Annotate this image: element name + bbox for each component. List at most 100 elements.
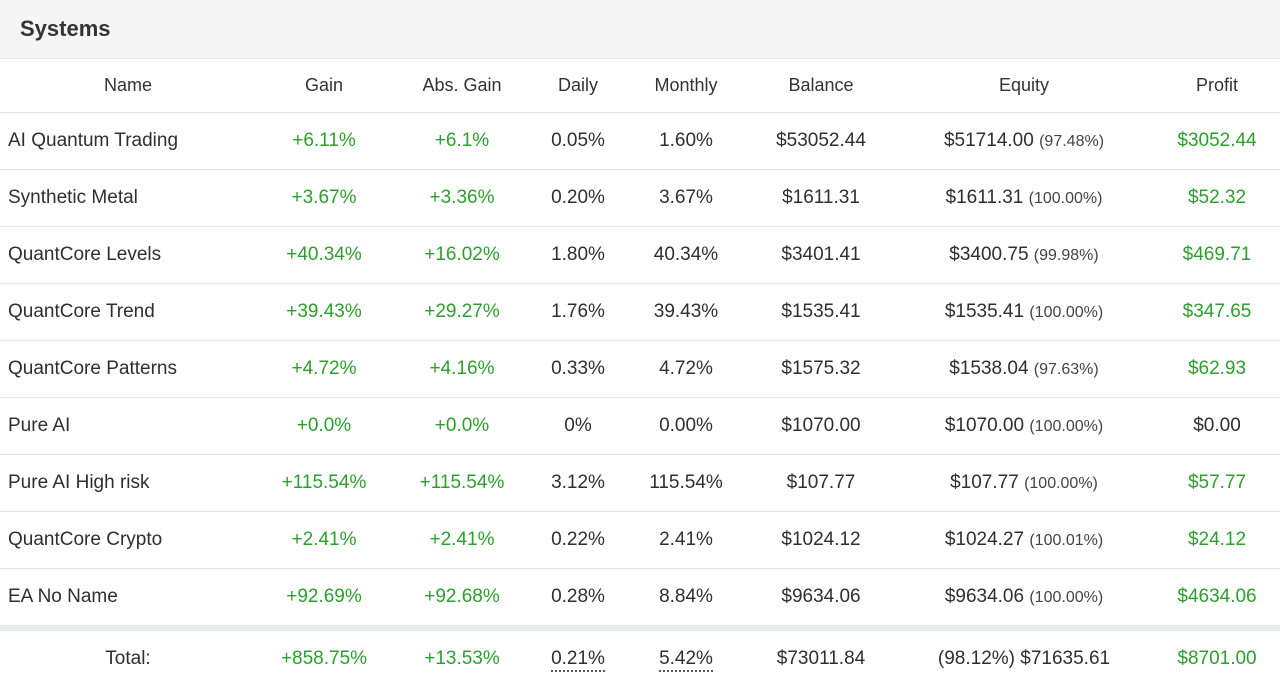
system-name-link[interactable]: QuantCore Crypto xyxy=(0,511,256,569)
table-row[interactable]: AI Quantum Trading +6.11% +6.1% 0.05% 1.60% $… xyxy=(0,112,1280,170)
table-row[interactable]: Pure AI +0.0% +0.0% 0% 0.00% $1070.00 $1070.00… xyxy=(0,397,1280,455)
daily-value: 0.28% xyxy=(532,568,624,629)
table-row[interactable]: QuantCore Patterns +4.72% +4.16% 0.33% 4.72%… xyxy=(0,340,1280,398)
daily-value: 0% xyxy=(532,397,624,455)
total-monthly-value[interactable]: 5.42% xyxy=(659,648,713,672)
equity-value: $3400.75 xyxy=(949,244,1029,265)
equity-value: $1535.41 xyxy=(944,301,1025,322)
profit-value: $52.32 xyxy=(1154,169,1280,227)
equity-percent: (100.00%) xyxy=(1029,589,1104,606)
balance-value: $3401.41 xyxy=(748,226,894,284)
column-header-balance[interactable]: Balance xyxy=(748,59,894,113)
abs-gain-value: +115.54% xyxy=(392,454,532,512)
gain-value: +115.54% xyxy=(256,454,392,512)
total-monthly[interactable]: 5.42% xyxy=(624,625,748,687)
gain-value: +3.67% xyxy=(256,169,392,227)
equity-value: $9634.06 xyxy=(944,586,1025,607)
abs-gain-value: +3.36% xyxy=(392,169,532,227)
daily-value: 0.20% xyxy=(532,169,624,227)
abs-gain-value: +29.27% xyxy=(392,283,532,341)
gain-value: +4.72% xyxy=(256,340,392,398)
monthly-value: 8.84% xyxy=(624,568,748,629)
monthly-value: 3.67% xyxy=(624,169,748,227)
equity-percent: (99.98%) xyxy=(1033,247,1099,264)
total-gain: +858.75% xyxy=(256,625,392,687)
column-header-monthly[interactable]: Monthly xyxy=(624,59,748,113)
table-header-row: Name Gain Abs. Gain Daily Monthly Balanc… xyxy=(0,59,1280,113)
equity-percent: (100.00%) xyxy=(1029,304,1104,321)
equity-cell: $9634.06 (100.00%) xyxy=(894,568,1154,629)
equity-cell: $1611.31 (100.00%) xyxy=(894,169,1154,227)
monthly-value: 1.60% xyxy=(624,112,748,170)
system-name-link[interactable]: QuantCore Levels xyxy=(0,226,256,284)
table-body: AI Quantum Trading +6.11% +6.1% 0.05% 1.60% $… xyxy=(0,112,1280,687)
table-row[interactable]: QuantCore Trend +39.43% +29.27% 1.76% 39.43%… xyxy=(0,283,1280,341)
daily-value: 0.22% xyxy=(532,511,624,569)
total-equity: (98.12%) $71635.61 xyxy=(894,625,1154,687)
balance-value: $107.77 xyxy=(748,454,894,512)
abs-gain-value: +92.68% xyxy=(392,568,532,629)
table-row[interactable]: QuantCore Crypto +2.41% +2.41% 0.22% 2.41% $1… xyxy=(0,511,1280,569)
column-header-gain[interactable]: Gain xyxy=(256,59,392,113)
equity-percent: (97.63%) xyxy=(1033,361,1099,378)
equity-cell: $1070.00 (100.00%) xyxy=(894,397,1154,455)
column-header-profit[interactable]: Profit xyxy=(1154,59,1280,113)
total-abs-gain: +13.53% xyxy=(392,625,532,687)
system-name-link[interactable]: QuantCore Trend xyxy=(0,283,256,341)
profit-value: $347.65 xyxy=(1154,283,1280,341)
gain-value: +6.11% xyxy=(256,112,392,170)
equity-cell: $107.77 (100.00%) xyxy=(894,454,1154,512)
equity-cell: $1535.41 (100.00%) xyxy=(894,283,1154,341)
monthly-value: 2.41% xyxy=(624,511,748,569)
system-name-link[interactable]: Pure AI xyxy=(0,397,256,455)
total-balance: $73011.84 xyxy=(748,625,894,687)
table-row[interactable]: QuantCore Levels +40.34% +16.02% 1.80% 40.34… xyxy=(0,226,1280,284)
balance-value: $53052.44 xyxy=(748,112,894,170)
profit-value: $0.00 xyxy=(1154,397,1280,455)
system-name-link[interactable]: Synthetic Metal xyxy=(0,169,256,227)
equity-value: $1024.27 xyxy=(944,529,1025,550)
abs-gain-value: +16.02% xyxy=(392,226,532,284)
profit-value: $3052.44 xyxy=(1154,112,1280,170)
daily-value: 0.33% xyxy=(532,340,624,398)
equity-value: $1070.00 xyxy=(944,415,1025,436)
system-name-link[interactable]: EA No Name xyxy=(0,568,256,629)
profit-value: $469.71 xyxy=(1154,226,1280,284)
monthly-value: 115.54% xyxy=(624,454,748,512)
total-label: Total: xyxy=(0,625,256,687)
system-name-link[interactable]: QuantCore Patterns xyxy=(0,340,256,398)
table-row[interactable]: Synthetic Metal +3.67% +3.36% 0.20% 3.67% $16… xyxy=(0,169,1280,227)
gain-value: +2.41% xyxy=(256,511,392,569)
column-header-name[interactable]: Name xyxy=(0,59,256,113)
gain-value: +0.0% xyxy=(256,397,392,455)
column-header-abs-gain[interactable]: Abs. Gain xyxy=(392,59,532,113)
equity-cell: $1024.27 (100.01%) xyxy=(894,511,1154,569)
table-row[interactable]: Pure AI High risk +115.54% +115.54% 3.12% 11… xyxy=(0,454,1280,512)
column-header-equity[interactable]: Equity xyxy=(894,59,1154,113)
total-daily-value[interactable]: 0.21% xyxy=(551,648,605,672)
table-row[interactable]: EA No Name +92.69% +92.68% 0.28% 8.84% $9634.… xyxy=(0,568,1280,629)
equity-percent: (100.00%) xyxy=(1029,418,1104,435)
equity-cell: $1538.04 (97.63%) xyxy=(894,340,1154,398)
equity-percent: (100.01%) xyxy=(1029,532,1104,549)
system-name-link[interactable]: Pure AI High risk xyxy=(0,454,256,512)
column-header-daily[interactable]: Daily xyxy=(532,59,624,113)
daily-value: 0.05% xyxy=(532,112,624,170)
total-daily[interactable]: 0.21% xyxy=(532,625,624,687)
monthly-value: 0.00% xyxy=(624,397,748,455)
equity-value: $107.77 xyxy=(950,472,1019,493)
abs-gain-value: +4.16% xyxy=(392,340,532,398)
equity-value: $1538.04 xyxy=(949,358,1029,379)
monthly-value: 39.43% xyxy=(624,283,748,341)
monthly-value: 4.72% xyxy=(624,340,748,398)
profit-value: $24.12 xyxy=(1154,511,1280,569)
total-row: Total: +858.75% +13.53% 0.21% 5.42% $730… xyxy=(0,625,1280,687)
monthly-value: 40.34% xyxy=(624,226,748,284)
panel-header: Systems xyxy=(0,0,1280,59)
gain-value: +39.43% xyxy=(256,283,392,341)
systems-table: Name Gain Abs. Gain Daily Monthly Balanc… xyxy=(0,59,1280,687)
abs-gain-value: +6.1% xyxy=(392,112,532,170)
system-name-link[interactable]: AI Quantum Trading xyxy=(0,112,256,170)
equity-percent: (100.00%) xyxy=(1028,190,1103,207)
equity-percent: (100.00%) xyxy=(1024,475,1098,492)
